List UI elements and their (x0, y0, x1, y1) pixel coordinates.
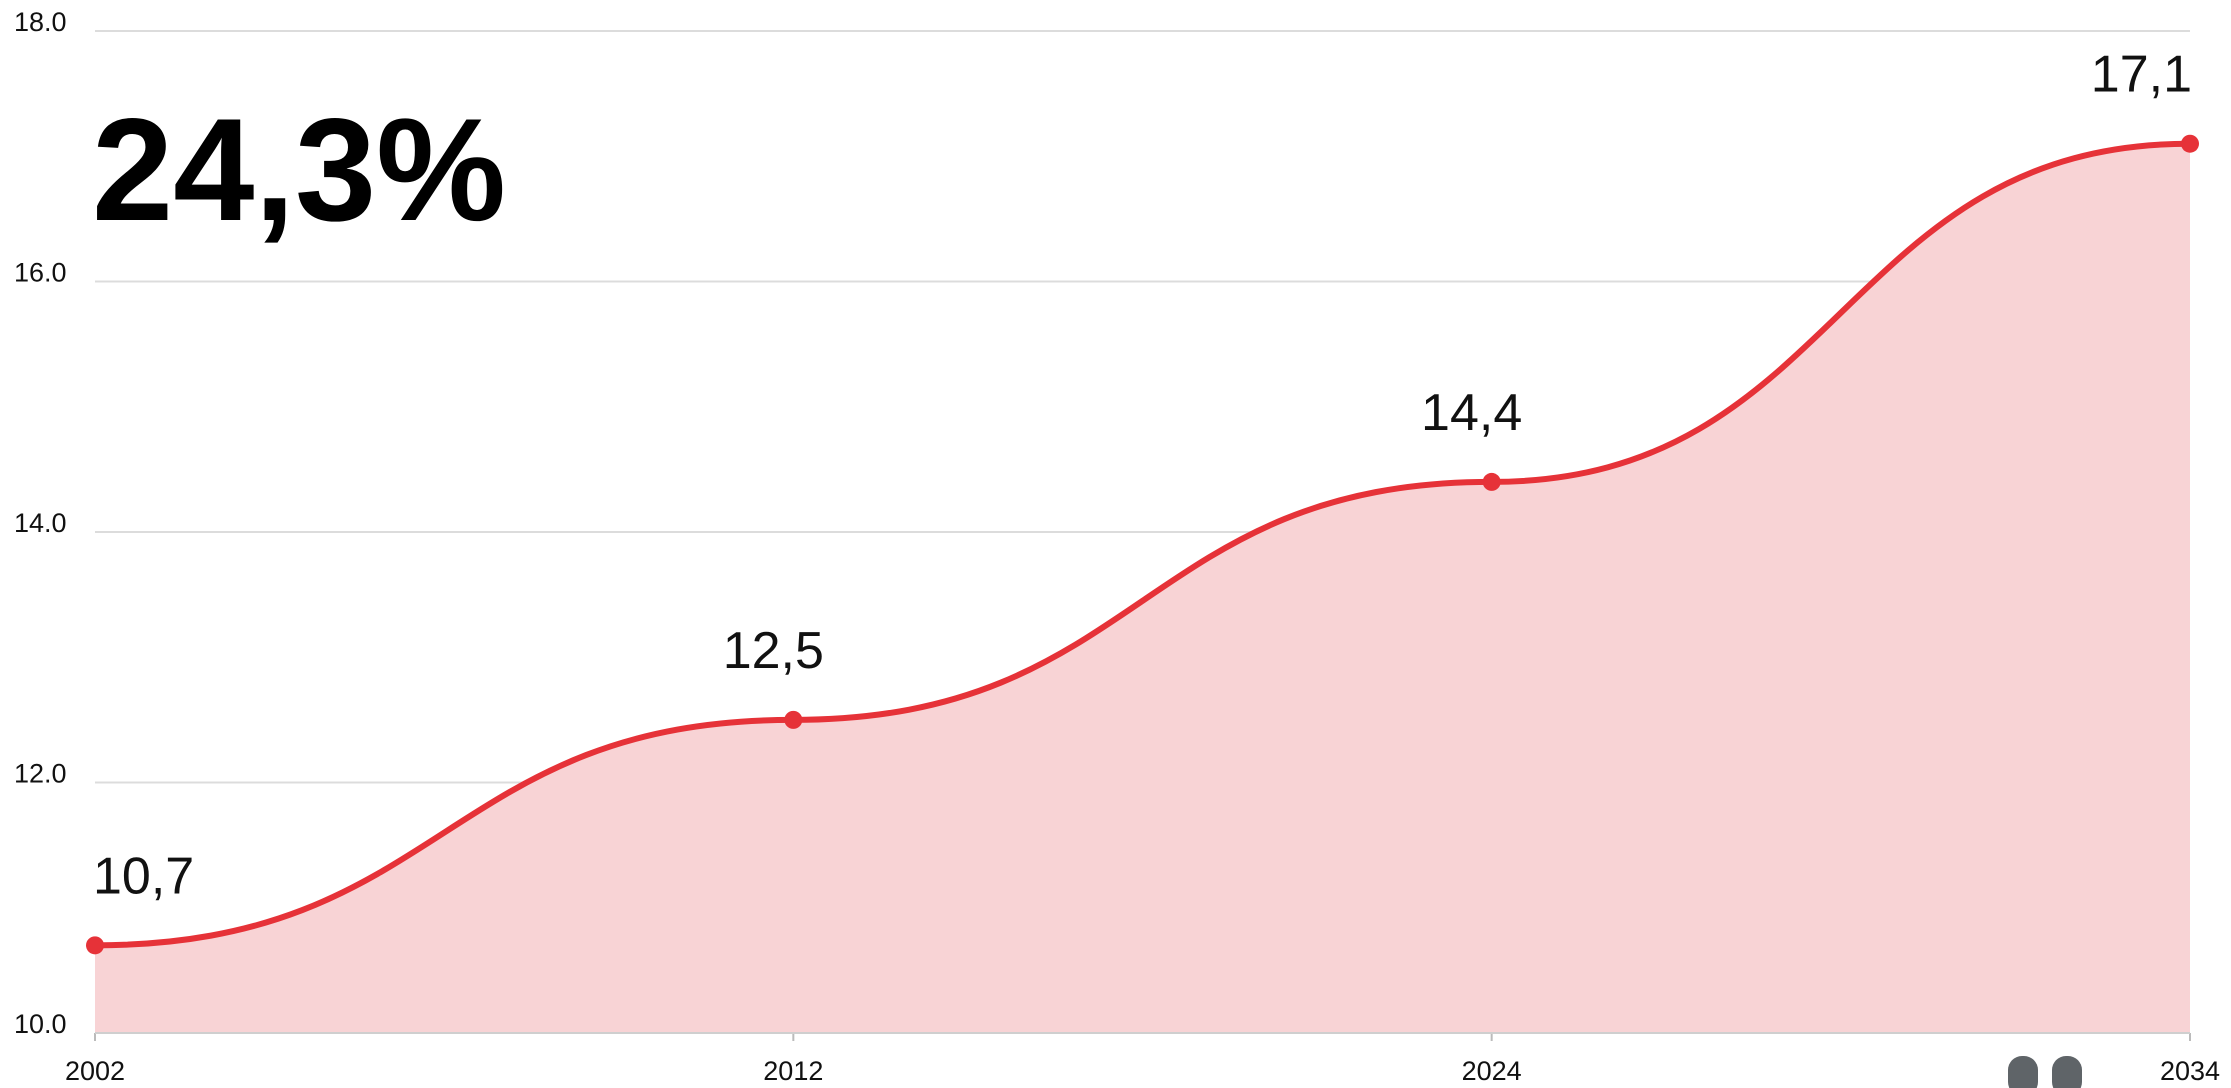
corner-icon (2008, 1056, 2082, 1088)
y-tick-label: 14.0 (14, 508, 67, 538)
point (2181, 134, 2199, 153)
x-tick-label: 2002 (65, 1056, 125, 1086)
point (86, 936, 104, 955)
value-label: 10,7 (93, 847, 194, 905)
y-tick-label: 12.0 (14, 759, 67, 789)
x-tick-label: 2034 (2160, 1056, 2220, 1086)
x-tick-label: 2012 (763, 1056, 823, 1086)
point (1482, 472, 1501, 491)
x-tick-label: 2024 (1462, 1056, 1522, 1086)
line (94, 140, 2191, 949)
point (784, 710, 803, 729)
headline-value: 24,3% (92, 88, 506, 251)
area (95, 143, 2190, 1034)
y-tick-label: 18.0 (14, 7, 67, 37)
y-tick-label: 10.0 (14, 1009, 67, 1039)
value-label: 17,1 (2091, 46, 2192, 104)
value-label: 12,5 (723, 622, 824, 680)
y-tick-label: 16.0 (14, 258, 67, 288)
value-label: 14,4 (1421, 384, 1522, 442)
